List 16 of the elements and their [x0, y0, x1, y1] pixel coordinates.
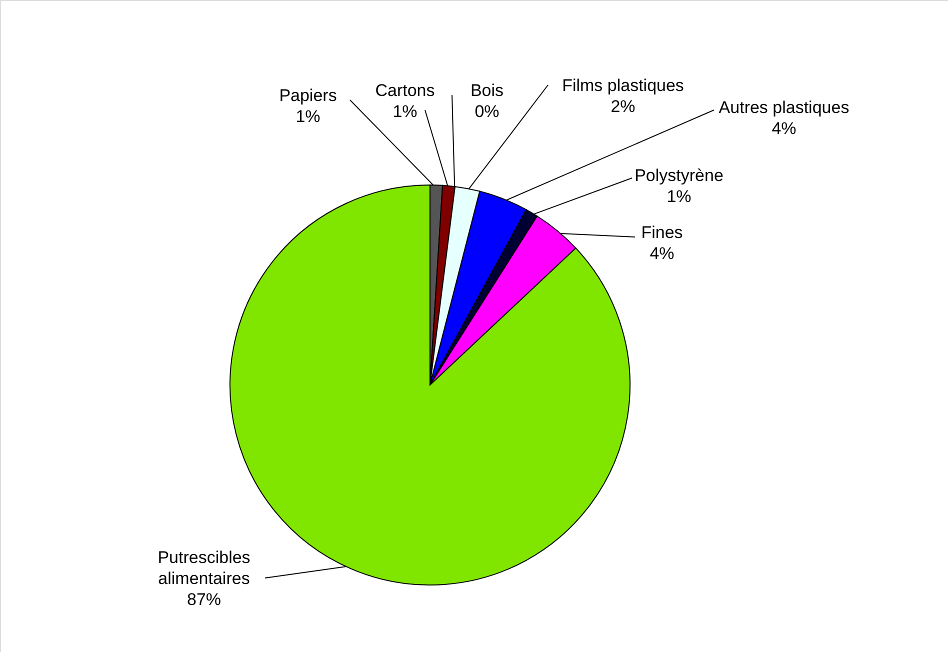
category-label: Bois — [470, 81, 504, 100]
slice-label: Papiers — [279, 86, 337, 105]
slice-label: Putrescibles alimentaires — [158, 548, 250, 588]
data-label: 1% — [296, 107, 320, 126]
slice-label: Films plastiques — [562, 76, 684, 95]
data-label: 87% — [186, 590, 222, 609]
slice-label: Cartons — [375, 81, 435, 100]
data-label: 1% — [666, 187, 692, 206]
slice-label: Fines — [641, 223, 683, 242]
data-label: 2% — [610, 97, 636, 116]
slice-label: Autres plastiques — [718, 98, 850, 117]
data-label: 4% — [650, 244, 674, 263]
data-label: 1% — [392, 102, 418, 121]
data-label: 4% — [772, 119, 796, 138]
slice-label: Polystyrène — [634, 166, 724, 185]
text: 0% — [474, 102, 500, 121]
